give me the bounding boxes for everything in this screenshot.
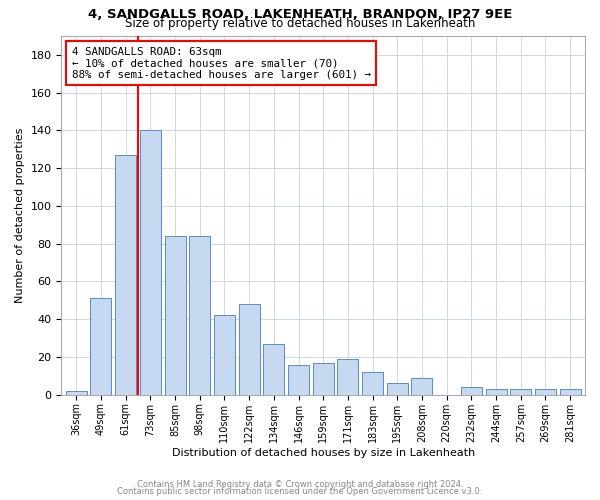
Bar <box>535 389 556 395</box>
Y-axis label: Number of detached properties: Number of detached properties <box>15 128 25 303</box>
Bar <box>140 130 161 395</box>
Bar <box>189 236 210 395</box>
Bar <box>362 372 383 395</box>
Bar <box>115 155 136 395</box>
Bar <box>337 359 358 395</box>
Bar <box>461 388 482 395</box>
Bar <box>485 389 506 395</box>
Text: Contains HM Land Registry data © Crown copyright and database right 2024.: Contains HM Land Registry data © Crown c… <box>137 480 463 489</box>
Text: Contains public sector information licensed under the Open Government Licence v3: Contains public sector information licen… <box>118 487 482 496</box>
X-axis label: Distribution of detached houses by size in Lakenheath: Distribution of detached houses by size … <box>172 448 475 458</box>
Text: Size of property relative to detached houses in Lakenheath: Size of property relative to detached ho… <box>125 18 475 30</box>
Bar <box>214 316 235 395</box>
Bar <box>164 236 185 395</box>
Bar <box>510 389 531 395</box>
Bar <box>412 378 433 395</box>
Bar <box>239 304 260 395</box>
Bar <box>263 344 284 395</box>
Bar <box>288 364 309 395</box>
Bar <box>387 384 408 395</box>
Bar <box>66 391 87 395</box>
Bar <box>313 362 334 395</box>
Text: 4, SANDGALLS ROAD, LAKENHEATH, BRANDON, IP27 9EE: 4, SANDGALLS ROAD, LAKENHEATH, BRANDON, … <box>88 8 512 20</box>
Bar <box>91 298 112 395</box>
Bar <box>560 389 581 395</box>
Text: 4 SANDGALLS ROAD: 63sqm
← 10% of detached houses are smaller (70)
88% of semi-de: 4 SANDGALLS ROAD: 63sqm ← 10% of detache… <box>72 47 371 80</box>
